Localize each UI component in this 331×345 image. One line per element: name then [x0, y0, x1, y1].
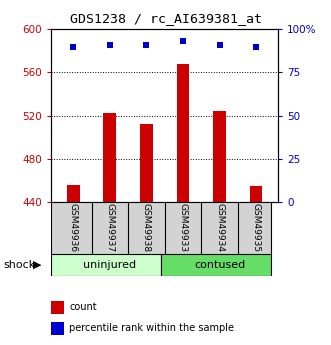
Text: count: count — [70, 303, 97, 313]
Bar — [51, 322, 64, 335]
Bar — [176, 64, 189, 202]
Bar — [250, 186, 262, 202]
Text: GDS1238 / rc_AI639381_at: GDS1238 / rc_AI639381_at — [70, 12, 261, 25]
Text: uninjured: uninjured — [83, 260, 136, 270]
Text: contused: contused — [194, 260, 245, 270]
Bar — [103, 114, 116, 202]
Point — [144, 42, 149, 48]
Point — [180, 39, 186, 44]
Text: GSM49936: GSM49936 — [69, 203, 78, 252]
Point — [71, 44, 76, 49]
Bar — [140, 124, 153, 202]
Text: percentile rank within the sample: percentile rank within the sample — [70, 323, 234, 333]
Point — [217, 42, 222, 48]
Bar — [213, 111, 226, 202]
FancyBboxPatch shape — [51, 202, 271, 254]
Bar — [67, 185, 80, 202]
FancyBboxPatch shape — [161, 254, 271, 276]
Text: GSM49934: GSM49934 — [215, 203, 224, 252]
Text: GSM49938: GSM49938 — [142, 203, 151, 252]
Text: ▶: ▶ — [33, 260, 42, 270]
Text: GSM49937: GSM49937 — [105, 203, 114, 252]
Text: GSM49933: GSM49933 — [178, 203, 187, 252]
Point — [107, 42, 113, 48]
Point — [254, 44, 259, 49]
FancyBboxPatch shape — [51, 254, 161, 276]
Text: shock: shock — [3, 260, 35, 270]
Bar — [51, 301, 64, 314]
Text: GSM49935: GSM49935 — [252, 203, 260, 252]
